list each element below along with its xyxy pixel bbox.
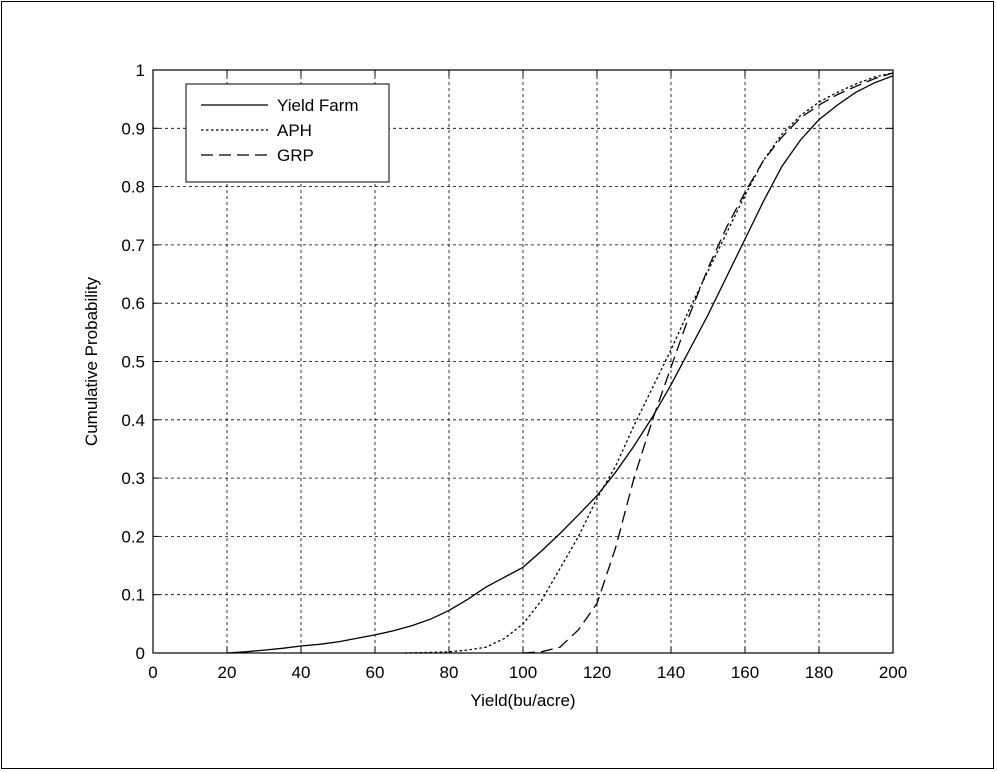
x-tick-label: 0 bbox=[148, 663, 157, 682]
legend-item: APH bbox=[201, 121, 312, 140]
legend: Yield Farm APH GRP bbox=[185, 83, 390, 183]
x-tick-label: 40 bbox=[292, 663, 311, 682]
y-tick-label: 0.1 bbox=[121, 586, 145, 605]
series-line-grp bbox=[522, 72, 894, 654]
legend-item: Yield Farm bbox=[201, 96, 359, 115]
y-tick-label: 0.7 bbox=[121, 236, 145, 255]
legend-item: GRP bbox=[201, 146, 314, 165]
x-tick-label: 200 bbox=[879, 663, 907, 682]
legend-label: GRP bbox=[277, 146, 314, 165]
y-tick-label: 0.5 bbox=[121, 353, 145, 372]
y-tick-label: 0.9 bbox=[121, 119, 145, 138]
x-tick-labels: 0 20 40 60 80 100 120 140 160 180 200 bbox=[148, 663, 907, 682]
x-tick-label: 100 bbox=[509, 663, 537, 682]
x-tick-label: 160 bbox=[731, 663, 759, 682]
y-tick-label: 0.3 bbox=[121, 469, 145, 488]
y-tick-labels: 0 0.1 0.2 0.3 0.4 0.5 0.6 0.7 0.8 0.9 1 bbox=[121, 61, 145, 663]
y-tick-label: 1 bbox=[136, 61, 145, 80]
y-tick-label: 0 bbox=[136, 644, 145, 663]
series-layer bbox=[226, 72, 894, 654]
y-tick-label: 0.6 bbox=[121, 294, 145, 313]
x-tick-label: 120 bbox=[583, 663, 611, 682]
y-tick-label: 0.2 bbox=[121, 527, 145, 546]
x-axis-label: Yield(bu/acre) bbox=[470, 691, 575, 710]
series-line-yield-farm bbox=[226, 75, 894, 654]
x-tick-label: 180 bbox=[805, 663, 833, 682]
y-tick-label: 0.8 bbox=[121, 178, 145, 197]
y-tick-label: 0.4 bbox=[121, 411, 145, 430]
x-tick-label: 20 bbox=[218, 663, 237, 682]
y-axis-label: Cumulative Probability bbox=[82, 276, 101, 446]
legend-box bbox=[185, 83, 390, 183]
x-tick-label: 60 bbox=[366, 663, 385, 682]
series-line-aph bbox=[404, 72, 894, 654]
x-tick-label: 80 bbox=[440, 663, 459, 682]
axis-ticks bbox=[152, 69, 894, 654]
legend-label: Yield Farm bbox=[277, 96, 359, 115]
legend-items: Yield Farm APH GRP bbox=[201, 96, 359, 165]
x-tick-label: 140 bbox=[657, 663, 685, 682]
legend-label: APH bbox=[277, 121, 312, 140]
